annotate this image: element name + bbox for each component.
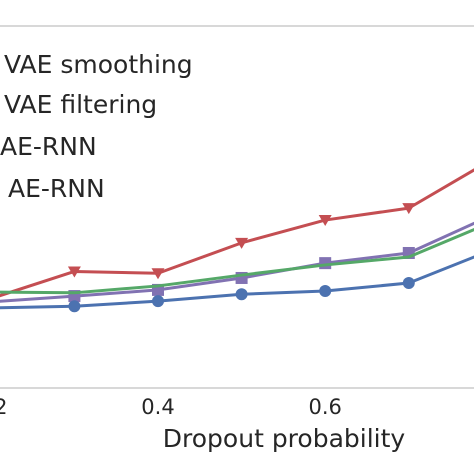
series-line (0, 227, 474, 295)
data-point (318, 215, 332, 227)
x-axis-label: Dropout probability (163, 424, 406, 453)
data-point (152, 295, 164, 308)
x-tick-label: 0.2 (0, 395, 8, 419)
data-point (67, 266, 81, 278)
x-tick-label: 0.4 (141, 395, 174, 419)
legend-label: AE-RNN (0, 132, 97, 161)
data-point (68, 300, 81, 313)
data-point (402, 203, 416, 215)
labels: Dropout probability 0.2 0.4 0.6 VAE smoothi… (0, 50, 405, 453)
legend-label: AE-RNN (8, 174, 105, 203)
x-tick-label: 0.6 (308, 395, 341, 419)
plot-area (0, 168, 474, 313)
data-point (151, 268, 165, 280)
data-point (319, 285, 332, 297)
legend-label: VAE smoothing (4, 50, 193, 79)
data-point (235, 288, 248, 301)
data-point (402, 277, 415, 290)
legend-label: VAE filtering (4, 90, 157, 119)
data-point (235, 237, 249, 249)
grid (0, 25, 474, 389)
